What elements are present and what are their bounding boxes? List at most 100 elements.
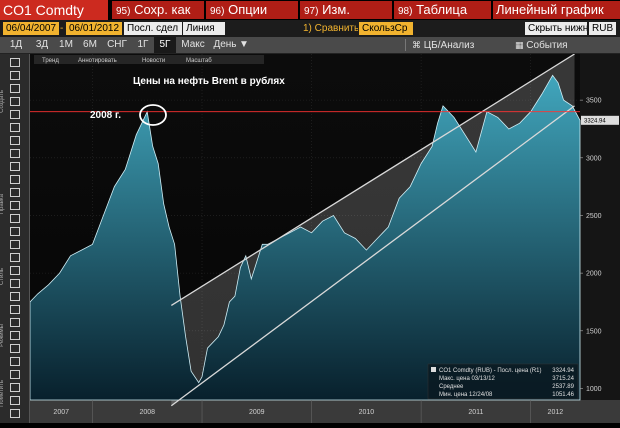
drawing-toolbar: Создать Правка Стиль Режимы Пометить [0,54,30,423]
chart-tool-trend[interactable]: Тренд [42,58,59,64]
chart-tool-news[interactable]: Новости [142,58,165,64]
date-from-field[interactable]: 06/04/2007 [3,22,59,35]
period-tabs: 1Д 3Д 1М 6М СНГ 1Г 5Г Макс День ▼ ⌘ ЦБ/А… [0,37,620,54]
chevron-down-icon[interactable]: ▼ [239,39,249,50]
tab-ytd[interactable]: СНГ [107,39,127,50]
chart-type-title[interactable]: Линейный график [493,1,620,19]
delete-tool-icon[interactable] [10,201,20,210]
tab-1d[interactable]: 1Д [9,39,23,50]
x-tick-label: 2008 [139,409,155,416]
price-chart-svg[interactable]: 1000 1500 2000 2500 3000 3500 2007 2008 2009 201… [29,53,620,423]
flag-tool-icon[interactable] [10,370,20,379]
color-tool-icon[interactable] [10,240,20,249]
arrow-tool-icon[interactable] [10,175,20,184]
snap-tool-icon[interactable] [10,318,20,327]
chart-tool-zoom[interactable]: Масштаб [186,58,212,64]
compare-button[interactable]: 1) Сравнить [303,23,358,34]
top-menu-bar: CO1 Comdty 95) Сохр. как 96) Опции 97) И… [0,0,620,20]
tab-1y[interactable]: 1Г [137,39,149,50]
channel-lower-line[interactable] [170,105,575,407]
y-tick-label: 1500 [586,328,602,335]
rectangle-tool-icon[interactable] [10,149,20,158]
tab-6m[interactable]: 6М [83,39,97,50]
pin-tool-icon[interactable] [10,396,20,405]
copy-tool-icon[interactable] [10,188,20,197]
edit-menu[interactable]: 97) Изм. [300,1,392,19]
edit-menu-number: 97) [304,6,319,17]
legend-average-label: Среднее [439,384,464,390]
table-menu[interactable]: 98) Таблица [394,1,491,19]
toolbar-label-mark: Пометить [0,380,5,407]
y-tick-label: 2000 [586,271,602,278]
events-button[interactable]: ▦ События [515,37,590,53]
dash-tool-icon[interactable] [10,266,20,275]
options-menu[interactable]: 96) Опции [206,1,298,19]
channel-upper-line[interactable] [170,53,575,306]
tab-1m[interactable]: 1М [59,39,73,50]
edit-menu-label: Изм. [322,2,350,17]
legend-swatch [431,367,436,372]
x-tick-label: 2010 [359,409,375,416]
mode-tool-icon[interactable] [10,305,20,314]
currency-selector[interactable]: RUB [589,22,616,35]
date-separator: - [60,23,64,34]
save-as-menu-number: 95) [116,6,131,17]
chart-tool-annotate[interactable]: Аннотировать [78,58,117,64]
chart-tool-tabs: Тренд Аннотировать Новости Масштаб [34,55,264,64]
legend-min-label: Мин. цена 12/24/08 [439,392,493,398]
chart-tool-tabs-background [34,55,264,64]
tab-divider [405,39,406,51]
style-selector[interactable]: Линия [183,22,225,35]
tab-5y[interactable]: 5Г [154,37,176,53]
note-tool-icon[interactable] [10,383,20,392]
table-menu-label: Таблица [416,2,468,17]
fibonacci-tool-icon[interactable] [10,123,20,132]
redo-tool-icon[interactable] [10,227,20,236]
tab-3d[interactable]: 3Д [35,39,49,50]
eraser-tool-icon[interactable] [10,409,20,418]
chart-icon: ⌘ [412,40,421,50]
mark-tool-icon[interactable] [10,357,20,366]
options-menu-number: 96) [210,6,225,17]
channel-tool-icon[interactable] [10,110,20,119]
price-series-area[interactable] [29,74,581,401]
toolbar-label-edit: Правка [0,194,5,215]
undo-tool-icon[interactable] [10,214,20,223]
tab-max[interactable]: Макс [181,39,205,50]
save-as-menu-label: Сохр. как [134,2,191,17]
moving-average-field[interactable]: СкользСр [359,22,413,35]
magnet-tool-icon[interactable] [10,331,20,340]
y-axis-band [580,54,620,400]
text-tool-icon[interactable] [10,136,20,145]
pointer-tool-icon[interactable] [10,58,20,67]
x-axis-ticks: 2007 2008 2009 2010 2011 2012 [53,400,563,423]
lock-tool-icon[interactable] [10,344,20,353]
fill-tool-icon[interactable] [10,279,20,288]
price-chart[interactable]: 1000 1500 2000 2500 3000 3500 2007 2008 2009 201… [29,53,620,423]
legend-background [427,363,579,400]
chart-annotation-title: Цены на нефть Brent в рублях [133,75,285,87]
analysis-button[interactable]: ⌘ ЦБ/Анализ [412,37,492,53]
save-as-menu[interactable]: 95) Сохр. как [112,1,204,19]
parameter-bar: 06/04/2007 - 06/01/2012 Посл. сдел Линия… [0,20,620,37]
table-menu-number: 98) [398,6,413,17]
toolbar-label-modes: Режимы [0,324,5,347]
date-to-field[interactable]: 06/01/2012 [66,22,122,35]
trend-tool-icon[interactable] [10,84,20,93]
y-tick-label: 1000 [586,386,602,393]
legend-main-value: 3324.94 [552,368,574,374]
legend-main-label: CO1 Comdty (RUB) - Посл. цена (R1) [439,368,542,374]
line-tool-icon[interactable] [10,71,20,80]
calendar-icon: ▦ [515,40,524,50]
font-tool-icon[interactable] [10,292,20,301]
frequency-selector[interactable]: День [213,39,237,50]
hide-lower-selector[interactable]: Скрыть нижний [525,22,587,35]
width-tool-icon[interactable] [10,253,20,262]
ray-tool-icon[interactable] [10,97,20,106]
field-selector[interactable]: Посл. сдел [124,22,182,35]
ellipse-tool-icon[interactable] [10,162,20,171]
last-price-box [581,115,619,125]
x-tick-label: 2012 [548,409,564,416]
ticker-field[interactable]: CO1 Comdty [0,0,108,20]
legend-average-value: 2537.89 [552,384,574,390]
